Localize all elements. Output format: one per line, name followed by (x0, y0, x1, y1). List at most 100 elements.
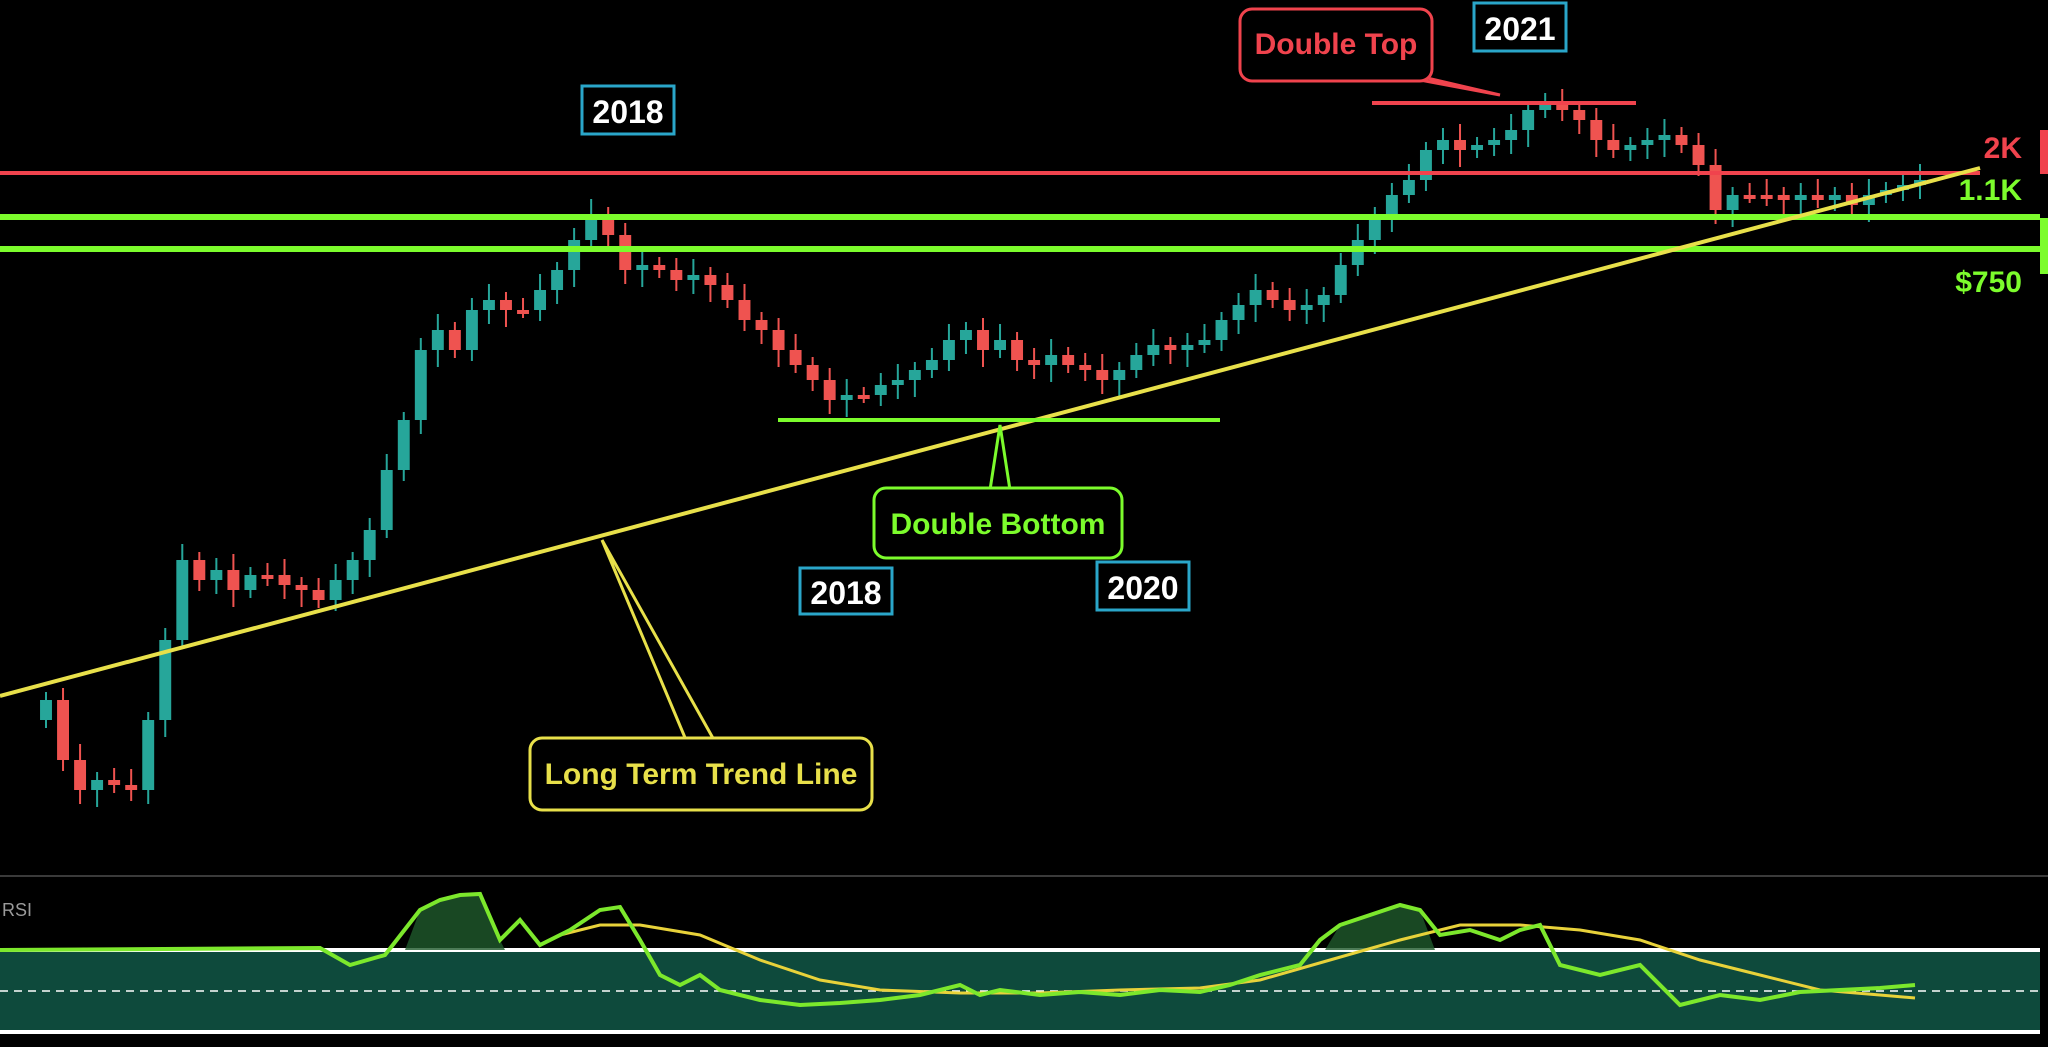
candle-up (874, 385, 887, 395)
candle-down (1590, 120, 1603, 140)
candle-up (1181, 345, 1194, 350)
candle-up (210, 570, 223, 580)
price-label-750: $750 (1955, 266, 2022, 299)
candle-down (653, 265, 666, 270)
candle-down (1096, 370, 1109, 380)
rsi-line (0, 891, 1916, 1008)
candle-down (517, 310, 529, 314)
candle-up (414, 350, 427, 420)
svg-text:2021: 2021 (1484, 11, 1555, 47)
candle-down (1454, 140, 1466, 150)
candle-down (738, 300, 751, 320)
candle-up (1232, 305, 1245, 320)
candle-up (159, 640, 172, 720)
candle-down (1028, 360, 1041, 365)
candle-up (1658, 135, 1671, 140)
candle-up (380, 470, 393, 530)
candle-up (1488, 140, 1501, 145)
candle-down (1777, 195, 1790, 200)
candle-down (1164, 345, 1177, 350)
candle-up (1828, 195, 1841, 200)
candle-up (1215, 320, 1228, 340)
candle-down (227, 570, 240, 590)
candle-up (91, 780, 104, 790)
candle-up (1505, 130, 1518, 140)
candle-up (1539, 105, 1552, 110)
candle-up (1198, 340, 1211, 345)
trend-line-callout: Long Term Trend Line (528, 539, 874, 812)
candle-up (244, 575, 257, 590)
rsi-moving-average-line (559, 923, 1916, 1000)
candle-up (1419, 150, 1432, 180)
price-marker-green (2040, 218, 2048, 274)
candle-up (960, 330, 972, 340)
candle-down (857, 395, 870, 399)
candle-down (670, 270, 683, 280)
candle-up (1368, 215, 1381, 240)
candle-up (1726, 195, 1739, 210)
candle-up (1641, 140, 1654, 145)
candle-down (1743, 195, 1756, 199)
candle-down (602, 215, 615, 235)
candle-up (176, 560, 189, 640)
candle-up (1385, 195, 1398, 215)
candle-down (108, 780, 121, 785)
candle-up (1471, 145, 1484, 150)
candle-up (482, 300, 495, 310)
candle-down (772, 330, 785, 350)
candle-up (1334, 265, 1347, 295)
rsi-overbought-fill (405, 894, 505, 950)
candle-up (1794, 195, 1807, 200)
candle-up (1045, 355, 1058, 365)
candle-down (1760, 195, 1773, 199)
rsi-label: RSI (2, 900, 32, 920)
candle-up (1437, 140, 1449, 150)
candle-up (1862, 195, 1875, 205)
price-label-2k: 2K (1984, 132, 2023, 165)
candle-down (1011, 340, 1024, 360)
candle-down (74, 760, 87, 790)
candle-up (1249, 290, 1262, 305)
candle-up (925, 360, 938, 370)
double-top-label: Double Top (1255, 28, 1418, 61)
candle-down (1062, 355, 1075, 365)
year-label-2020: 2020 (1095, 560, 1191, 612)
candle-down (193, 560, 206, 580)
candle-up (1300, 305, 1313, 310)
candle-down (1283, 300, 1296, 310)
svg-text:2018: 2018 (592, 94, 663, 130)
candles-group (40, 89, 1926, 807)
price-marker-red (2040, 130, 2048, 174)
candle-up (568, 240, 581, 270)
candle-up (346, 560, 359, 580)
candle-up (1130, 355, 1143, 370)
candle-down (125, 785, 138, 790)
candle-down (1675, 135, 1688, 145)
candle-down (789, 350, 802, 365)
candle-down (755, 320, 768, 330)
candle-up (142, 720, 155, 790)
candle-down (1573, 110, 1586, 120)
candle-up (994, 340, 1006, 350)
candle-down (1811, 195, 1824, 200)
candle-up (908, 370, 921, 380)
candle-down (721, 285, 734, 300)
candle-up (397, 420, 410, 470)
candle-up (431, 330, 444, 350)
candle-down (295, 585, 308, 590)
candle-down (1556, 105, 1569, 110)
candle-down (57, 700, 69, 760)
year-label-2018-bottom: 2018 (798, 566, 894, 616)
candle-up (1351, 240, 1364, 265)
candle-up (363, 530, 376, 560)
candle-down (704, 275, 717, 285)
candle-up (534, 290, 547, 310)
candle-down (619, 235, 632, 270)
candle-down (823, 380, 836, 400)
candle-up (40, 700, 52, 720)
candle-down (1607, 140, 1620, 150)
price-label-1-1k: 1.1K (1959, 174, 2023, 207)
candle-down (500, 300, 512, 310)
